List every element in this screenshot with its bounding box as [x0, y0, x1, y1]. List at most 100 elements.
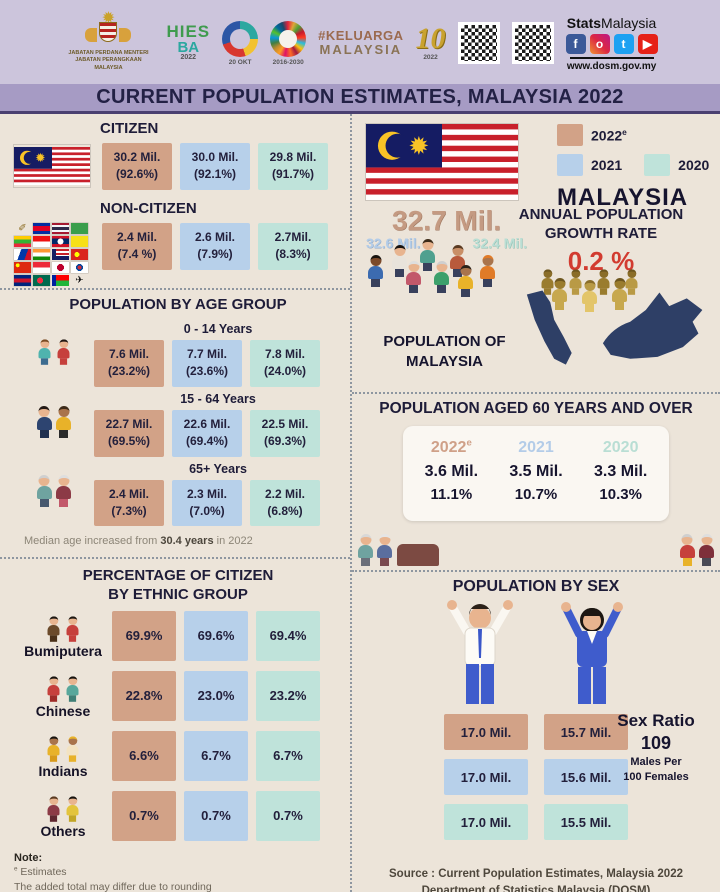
male-2021-box: 17.0 Mil.: [444, 759, 528, 795]
sex-ratio-block: Sex Ratio 109 Males Per 100 Females: [606, 710, 706, 784]
page-title: CURRENT POPULATION ESTIMATES, MALAYSIA 2…: [96, 86, 624, 108]
sex-ratio-label: Sex Ratio: [617, 711, 695, 730]
sdg-wheel-icon: [270, 20, 307, 57]
twitter-icon[interactable]: t: [613, 33, 634, 54]
male-2020-box: 17.0 Mil.: [444, 804, 528, 840]
youtube-icon[interactable]: ▶: [637, 33, 658, 54]
source-note: Source : Current Population Estimates, M…: [389, 868, 683, 892]
census-day-logo: 20 OKT: [222, 20, 259, 66]
age-65-2020-box: 2.2 Mil. (6.8%): [250, 479, 320, 527]
section-ethnic-group: PERCENTAGE OF CITIZEN BY ETHNIC GROUP Bu…: [0, 559, 350, 892]
bumiputera-2021-box: 69.6%: [184, 610, 248, 661]
noncitizen-heading: NON-CITIZEN: [100, 199, 197, 217]
noncitizen-2020-box: 2.7Mil. (8.3%): [258, 222, 328, 270]
ethnic-label-chinese: Chinese: [35, 702, 91, 719]
malaysia-flag-large-icon: ✹: [366, 124, 518, 200]
chinese-2020-box: 23.2%: [256, 670, 320, 721]
sex-ratio-value: 109: [640, 733, 672, 754]
stats-malaysia-block: StatsMalaysia f o t ▶ www.dosm.gov.my: [565, 14, 658, 72]
website-link[interactable]: www.dosm.gov.my: [566, 60, 657, 72]
section-aged-60: POPULATION AGED 60 YEARS AND OVER 2022e …: [352, 394, 720, 572]
ethnic-label-bumiputera: Bumiputera: [24, 642, 102, 659]
section-age-group: POPULATION BY AGE GROUP: [0, 290, 350, 559]
instagram-icon[interactable]: o: [589, 33, 610, 54]
malaysia-coat-of-arms-icon: ✹: [85, 10, 132, 48]
median-age-note: Median age increased from 30.4 years in …: [24, 535, 253, 548]
growth-rate-heading: ANNUAL POPULATION GROWTH RATE: [518, 206, 684, 242]
noncitizen-2022-box: 2.4 Mil. (7.4 %): [102, 222, 172, 270]
population-totals: 32.7 Mil. 32.6 Mil. 32.4 Mil.: [364, 205, 529, 251]
legend-2020-swatch: [644, 154, 671, 176]
section-citizenship: CITIZEN ✹ 30.2 Mil. (92.6%): [0, 114, 350, 290]
others-icon: [46, 795, 80, 824]
aged60-2021-col: 2021 3.5 Mil. 10.7%: [509, 439, 563, 503]
sofa-icon: [396, 544, 439, 566]
header-bar: ✹ JABATAN PERDANA MENTERI JABATAN PERANG…: [0, 0, 720, 84]
age-15-64-2021-box: 22.6 Mil. (69.4%): [172, 409, 242, 457]
age-label-15-64: 15 - 64 Years: [180, 391, 256, 406]
female-figure-icon: [561, 602, 623, 704]
citizen-heading: CITIZEN: [100, 120, 159, 137]
country-name: MALAYSIA: [557, 184, 689, 211]
aged60-2022-col: 2022e 3.6 Mil. 11.1%: [424, 437, 479, 503]
ethnic-label-indians: Indians: [38, 762, 88, 779]
indians-2022-box: 6.6%: [112, 730, 176, 781]
legend-2022-label: 2022e: [591, 126, 627, 144]
population-crowd-icon: [362, 239, 527, 319]
qr-code-2[interactable]: [511, 22, 554, 64]
chinese-icon: [46, 675, 80, 704]
others-2022-box: 0.7%: [112, 790, 176, 841]
sex-heading: POPULATION BY SEX: [452, 578, 620, 595]
footnote: Note: e Estimates The added total may di…: [14, 851, 212, 892]
growth-rate-block: ANNUAL POPULATION GROWTH RATE 0.2 %: [506, 206, 696, 277]
bumiputera-icon: [46, 615, 80, 644]
section-population-by-sex: POPULATION BY SEX: [352, 572, 720, 892]
total-2021: 32.6 Mil.: [366, 235, 421, 251]
male-values-column: 17.0 Mil. 17.0 Mil. 17.0 Mil.: [444, 714, 528, 840]
facebook-icon[interactable]: f: [565, 33, 586, 54]
hiesba-logo: HIES BA 2022: [166, 22, 211, 61]
female-values-column: 15.7 Mil. 15.6 Mil. 15.5 Mil.: [544, 714, 628, 840]
elderly-couple-right-icon: [679, 534, 714, 566]
growth-people-icon: [530, 266, 660, 326]
male-figure-icon: [447, 600, 513, 704]
sdg-logo: 2016-2030: [270, 20, 307, 66]
male-2022-box: 17.0 Mil.: [444, 714, 528, 750]
legend-2020-label: 2020: [678, 157, 710, 173]
female-2020-box: 15.5 Mil.: [544, 804, 628, 840]
total-2020: 32.4 Mil.: [472, 235, 527, 251]
qr-code-1[interactable]: [457, 22, 500, 64]
elderly-couple-left-icon: [358, 534, 439, 566]
okt-ring-icon: [222, 20, 259, 57]
age-15-64-2022-box: 22.7 Mil. (69.5%): [94, 409, 164, 457]
age-15-64-2020-box: 22.5 Mil. (69.3%): [250, 409, 320, 457]
divider-line: [569, 56, 654, 59]
others-2021-box: 0.7%: [184, 790, 248, 841]
age-label-65plus: 65+ Years: [189, 461, 247, 476]
world-flags-icon: ✐: [14, 222, 90, 286]
age-0-14-2021-box: 7.7 Mil. (23.6%): [172, 340, 242, 387]
legend-2022-swatch: [557, 124, 583, 146]
others-2020-box: 0.7%: [256, 790, 320, 841]
malaysia-flag-icon: ✹: [14, 147, 90, 186]
ethnic-label-others: Others: [40, 822, 86, 839]
citizen-2022-box: 30.2 Mil. (92.6%): [102, 143, 172, 190]
age-group-heading: POPULATION BY AGE GROUP: [69, 296, 287, 313]
jpm-crest-logo: ✹ JABATAN PERDANA MENTERI JABATAN PERANG…: [62, 10, 154, 71]
citizen-2021-box: 30.0 Mil. (92.1%): [180, 143, 250, 190]
bumiputera-2022-box: 69.9%: [112, 610, 176, 661]
female-2022-box: 15.7 Mil.: [544, 714, 628, 750]
malaysia-map-icon: [526, 290, 703, 365]
bumiputera-2020-box: 69.4%: [256, 610, 320, 661]
title-banner: CURRENT POPULATION ESTIMATES, MALAYSIA 2…: [0, 84, 720, 114]
aged60-card: 2022e 3.6 Mil. 11.1% 2021 3.5 Mil. 10.7%…: [403, 426, 669, 521]
age-label-0-14: 0 - 14 Years: [183, 322, 253, 336]
chinese-2022-box: 22.8%: [112, 670, 176, 721]
elderly-icon: [36, 475, 72, 508]
stats-malaysia-wordmark: StatsMalaysia: [566, 14, 657, 31]
age-65-2021-box: 2.3 Mil. (7.0%): [172, 479, 242, 527]
legend-2021-swatch: [557, 154, 583, 176]
indians-2021-box: 6.7%: [184, 730, 248, 781]
year-legend: 2022e 2021 2020 MALAYSIA: [557, 124, 709, 251]
female-2021-box: 15.6 Mil.: [544, 759, 628, 795]
